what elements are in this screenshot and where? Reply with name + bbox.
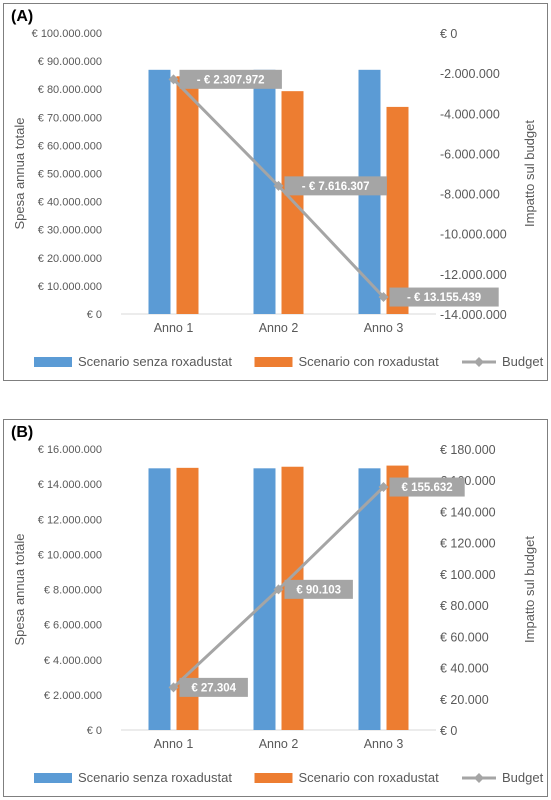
chart-a-left-tick-label: € 30.000.000	[38, 225, 102, 237]
chart-a-left-tick-label: € 20.000.000	[38, 253, 102, 265]
chart-b-budget-impact-marker	[273, 584, 284, 595]
chart-a-bar-senza	[253, 69, 276, 314]
chart-b-legend-swatch	[254, 773, 293, 783]
chart-panel-a: (A) € 0 € 10.000.000 € 20.000.000 € 30.000.…	[3, 3, 548, 381]
chart-b-category-label: Anno 1	[154, 737, 194, 751]
chart-a-left-tick-label: € 100.000.000	[32, 28, 102, 40]
chart-a-right-tick-label: -10.000.000	[440, 228, 507, 242]
chart-a-data-label: - € 13.155.439	[407, 292, 481, 304]
chart-a-legend-marker	[474, 357, 484, 367]
chart-b-right-tick-label: € 80.000	[440, 599, 489, 613]
chart-b-budget-impact-marker	[378, 482, 389, 493]
chart-b-category-label: Anno 3	[364, 737, 404, 751]
chart-a-right-tick-label: -2.000.000	[440, 67, 500, 81]
chart-b-right-tick-label: € 20.000	[440, 693, 489, 707]
chart-b-right-tick-label: € 120.000	[440, 537, 496, 551]
chart-a-svg: € 0 € 10.000.000 € 20.000.000 € 30.000.000 €…	[12, 27, 547, 369]
chart-b-right-tick-label: € 60.000	[440, 630, 489, 644]
chart-b-legend-label: Budget impact	[502, 770, 547, 785]
chart-b-legend-marker	[474, 773, 484, 783]
chart-a-left-tick-label: € 80.000.000	[38, 84, 102, 96]
chart-b-right-tick-label: € 40.000	[440, 662, 489, 676]
chart-a-left-tick-label: € 10.000.000	[38, 281, 102, 293]
chart-a-right-axis-title: Impatto sul budget	[522, 120, 537, 227]
chart-a-left-tick-label: € 70.000.000	[38, 112, 102, 124]
chart-b-left-axis-title: Spesa annua totale	[12, 533, 27, 645]
chart-a-legend-label: Scenario senza roxadustat	[78, 354, 232, 369]
chart-a-left-tick-label: € 60.000.000	[38, 140, 102, 152]
chart-b-legend-swatch	[34, 773, 72, 783]
chart-b-budget-impact-marker	[168, 682, 179, 693]
chart-a-legend-swatch	[34, 357, 72, 367]
chart-b-right-tick-label: € 0	[440, 724, 457, 738]
chart-a-data-label-box	[389, 287, 499, 307]
chart-a-legend-label: Budget impact	[502, 354, 547, 369]
chart-b-left-tick-label: € 12.000.000	[38, 514, 102, 526]
chart-b-bar-senza	[358, 468, 381, 730]
panel-label-a: (A)	[11, 8, 34, 25]
chart-a-bar-con	[386, 106, 409, 314]
chart-b-right-axis-title: Impatto sul budget	[522, 536, 537, 643]
chart-b-left-tick-label: € 6.000.000	[44, 620, 102, 632]
chart-b-legend-label: Scenario senza roxadustat	[78, 770, 232, 785]
chart-a-category-label: Anno 1	[154, 321, 194, 335]
chart-a-legend-swatch	[254, 357, 293, 367]
chart-b-left-tick-label: € 2.000.000	[44, 690, 102, 702]
chart-b-bar-senza	[148, 468, 171, 730]
chart-a-data-label-box	[284, 176, 387, 196]
chart-b-left-tick-label: € 16.000.000	[38, 444, 102, 456]
chart-b-right-tick-label: € 140.000	[440, 505, 496, 519]
panel-label-b: (B)	[11, 424, 34, 441]
chart-b-legend-label: Scenario con roxadustat	[299, 770, 440, 785]
chart-a-right-tick-label: -14.000.000	[440, 308, 507, 322]
chart-b-data-label: € 27.304	[191, 682, 236, 694]
chart-b-data-label-box	[284, 579, 353, 599]
chart-panel-b: (B) € 0 € 2.000.000 € 4.000.000 € 6.000.000…	[3, 419, 548, 797]
chart-a-bar-senza	[148, 69, 171, 314]
chart-a-left-tick-label: € 40.000.000	[38, 197, 102, 209]
chart-a-data-label: - € 7.616.307	[302, 181, 370, 193]
chart-b-data-label: € 90.103	[296, 584, 341, 596]
chart-b-left-tick-label: € 0	[87, 725, 102, 737]
chart-a-right-tick-label: -8.000.000	[440, 188, 500, 202]
chart-b-left-tick-label: € 4.000.000	[44, 655, 102, 667]
chart-a-data-label-box	[179, 69, 282, 89]
chart-a-left-tick-label: € 90.000.000	[38, 56, 102, 68]
chart-b-right-tick-label: € 100.000	[440, 568, 496, 582]
chart-a-left-tick-label: € 50.000.000	[38, 169, 102, 181]
chart-b-svg: € 0 € 2.000.000 € 4.000.000 € 6.000.000 € 8.…	[12, 443, 547, 785]
chart-a-category-label: Anno 3	[364, 321, 404, 335]
chart-b-bar-senza	[253, 468, 276, 730]
chart-b-left-tick-label: € 14.000.000	[38, 479, 102, 491]
chart-a-budget-impact-marker	[378, 292, 389, 303]
chart-b-right-tick-label: € 180.000	[440, 443, 496, 457]
chart-a-right-tick-label: -12.000.000	[440, 268, 507, 282]
chart-b-bar-con	[176, 467, 199, 730]
chart-a-budget-impact-marker	[273, 180, 284, 191]
chart-a-legend-label: Scenario con roxadustat	[299, 354, 440, 369]
chart-a-budget-impact-marker	[168, 74, 179, 85]
chart-a-data-label: - € 2.307.972	[197, 74, 265, 86]
chart-b-bar-con	[386, 465, 409, 730]
chart-b-data-label-box	[389, 477, 465, 497]
chart-a-bar-con	[176, 76, 199, 314]
chart-a-category-label: Anno 2	[259, 321, 299, 335]
chart-b-category-label: Anno 2	[259, 737, 299, 751]
chart-a-left-axis-title: Spesa annua totale	[12, 117, 27, 229]
chart-a-right-tick-label: -4.000.000	[440, 107, 500, 121]
chart-b-left-tick-label: € 10.000.000	[38, 549, 102, 561]
chart-b-left-tick-label: € 8.000.000	[44, 585, 102, 597]
chart-a-left-tick-label: € 0	[87, 309, 102, 321]
chart-a-right-tick-label: -6.000.000	[440, 147, 500, 161]
chart-b-data-label-box	[179, 677, 248, 697]
chart-a-right-tick-label: € 0	[440, 27, 457, 41]
chart-b-data-label: € 155.632	[402, 482, 453, 494]
